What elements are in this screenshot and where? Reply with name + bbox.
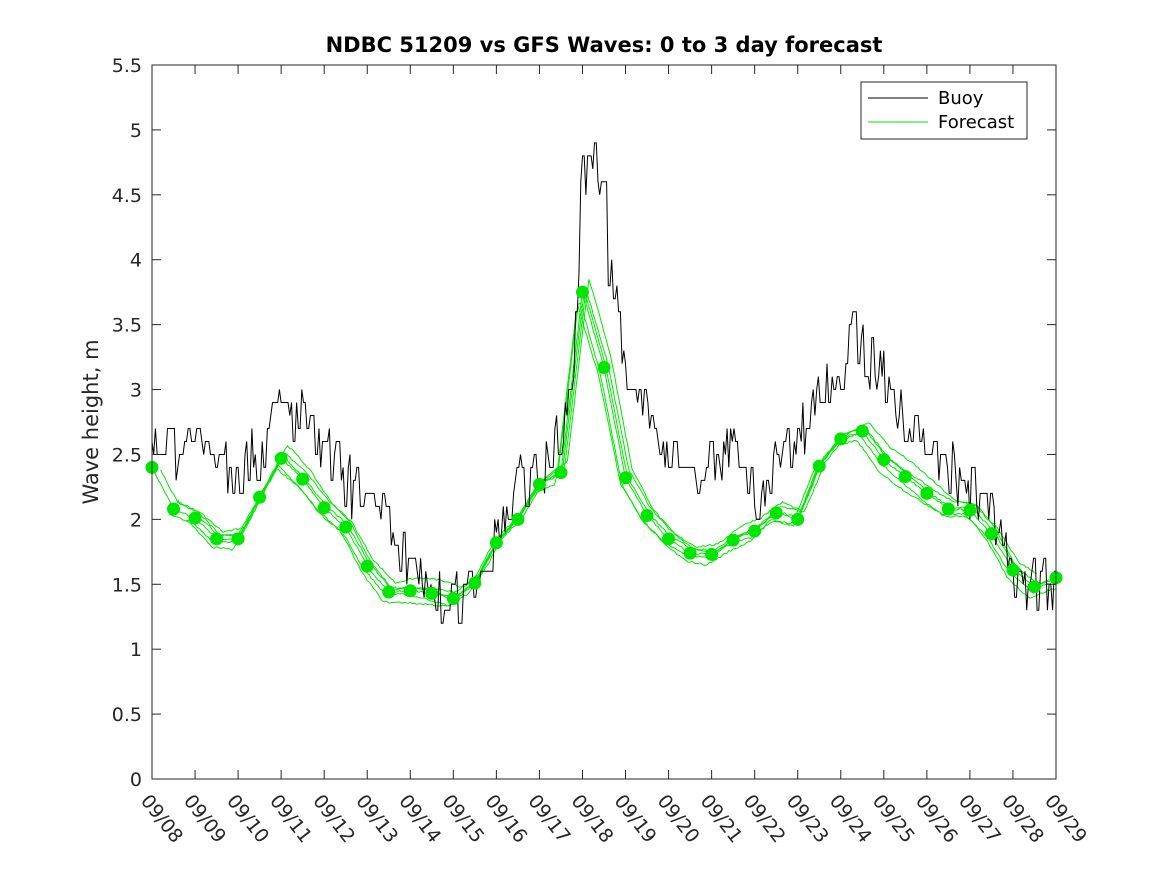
forecast-point <box>446 592 460 606</box>
y-tick-label: 2 <box>130 509 142 531</box>
buoy-line <box>151 142 1056 624</box>
y-axis: 0 0.5 1 1.5 2 2.5 3 3.5 4 4.5 5 5.5 <box>112 55 1056 791</box>
forecast-point <box>188 511 202 525</box>
forecast-line <box>160 290 1050 593</box>
legend: Buoy Forecast <box>860 81 1028 140</box>
forecast-line <box>177 279 1037 588</box>
forecast-point <box>920 486 934 500</box>
forecast-point <box>403 584 417 598</box>
forecast-point <box>511 512 525 526</box>
y-tick-label: 5 <box>130 120 142 142</box>
forecast-point <box>898 470 912 484</box>
y-tick-label: 4 <box>130 250 142 272</box>
forecast-point <box>726 533 740 547</box>
forecast-point <box>253 490 267 504</box>
forecast-point <box>167 502 181 516</box>
forecast-point <box>640 508 654 522</box>
y-tick-label: 0.5 <box>112 704 142 726</box>
y-tick-label: 0 <box>130 769 142 791</box>
forecast-point <box>941 502 955 516</box>
forecast-point <box>791 512 805 526</box>
forecast-point <box>662 532 676 546</box>
y-tick-label: 3.5 <box>112 315 142 337</box>
forecast-point <box>705 547 719 561</box>
forecast-point <box>812 459 826 473</box>
forecast-point <box>296 472 310 486</box>
plot-area <box>145 142 1063 624</box>
y-tick-label: 1 <box>130 639 142 661</box>
y-tick-label: 4.5 <box>112 185 142 207</box>
forecast-point <box>984 527 998 541</box>
y-tick-label: 2.5 <box>112 444 142 466</box>
forecast-point <box>597 360 611 374</box>
forecast-point <box>619 471 633 485</box>
forecast-point <box>1027 580 1041 594</box>
y-tick-label: 3 <box>130 380 142 402</box>
legend-forecast-label: Forecast <box>938 112 1014 133</box>
y-tick-label: 1.5 <box>112 574 142 596</box>
forecast-point <box>748 524 762 538</box>
forecast-point <box>834 432 848 446</box>
forecast-point <box>489 536 503 550</box>
forecast-point <box>963 503 977 517</box>
forecast-point <box>339 520 353 534</box>
forecast-point <box>855 424 869 438</box>
forecast-point <box>425 586 439 600</box>
forecast-point <box>532 477 546 491</box>
y-axis-label: Wave height, m <box>79 339 103 504</box>
forecast-point <box>210 532 224 546</box>
forecast-point <box>554 466 568 480</box>
chart-title: NDBC 51209 vs GFS Waves: 0 to 3 day fore… <box>326 33 883 57</box>
forecast-point <box>360 559 374 573</box>
forecast-line <box>186 304 1057 607</box>
forecast-point <box>575 285 589 299</box>
y-tick-label: 5.5 <box>112 55 142 77</box>
forecast-point <box>769 506 783 520</box>
legend-box <box>860 81 1028 140</box>
forecast-line <box>168 302 1057 607</box>
forecast-point <box>1006 563 1020 577</box>
forecast-point <box>468 576 482 590</box>
forecast-point <box>231 532 245 546</box>
forecast-point <box>382 585 396 599</box>
axes-box <box>151 64 1057 780</box>
legend-buoy-label: Buoy <box>938 88 984 109</box>
forecast-point <box>317 501 331 515</box>
forecast-point <box>683 546 697 560</box>
forecast-point <box>274 451 288 465</box>
forecast-point <box>877 453 891 467</box>
